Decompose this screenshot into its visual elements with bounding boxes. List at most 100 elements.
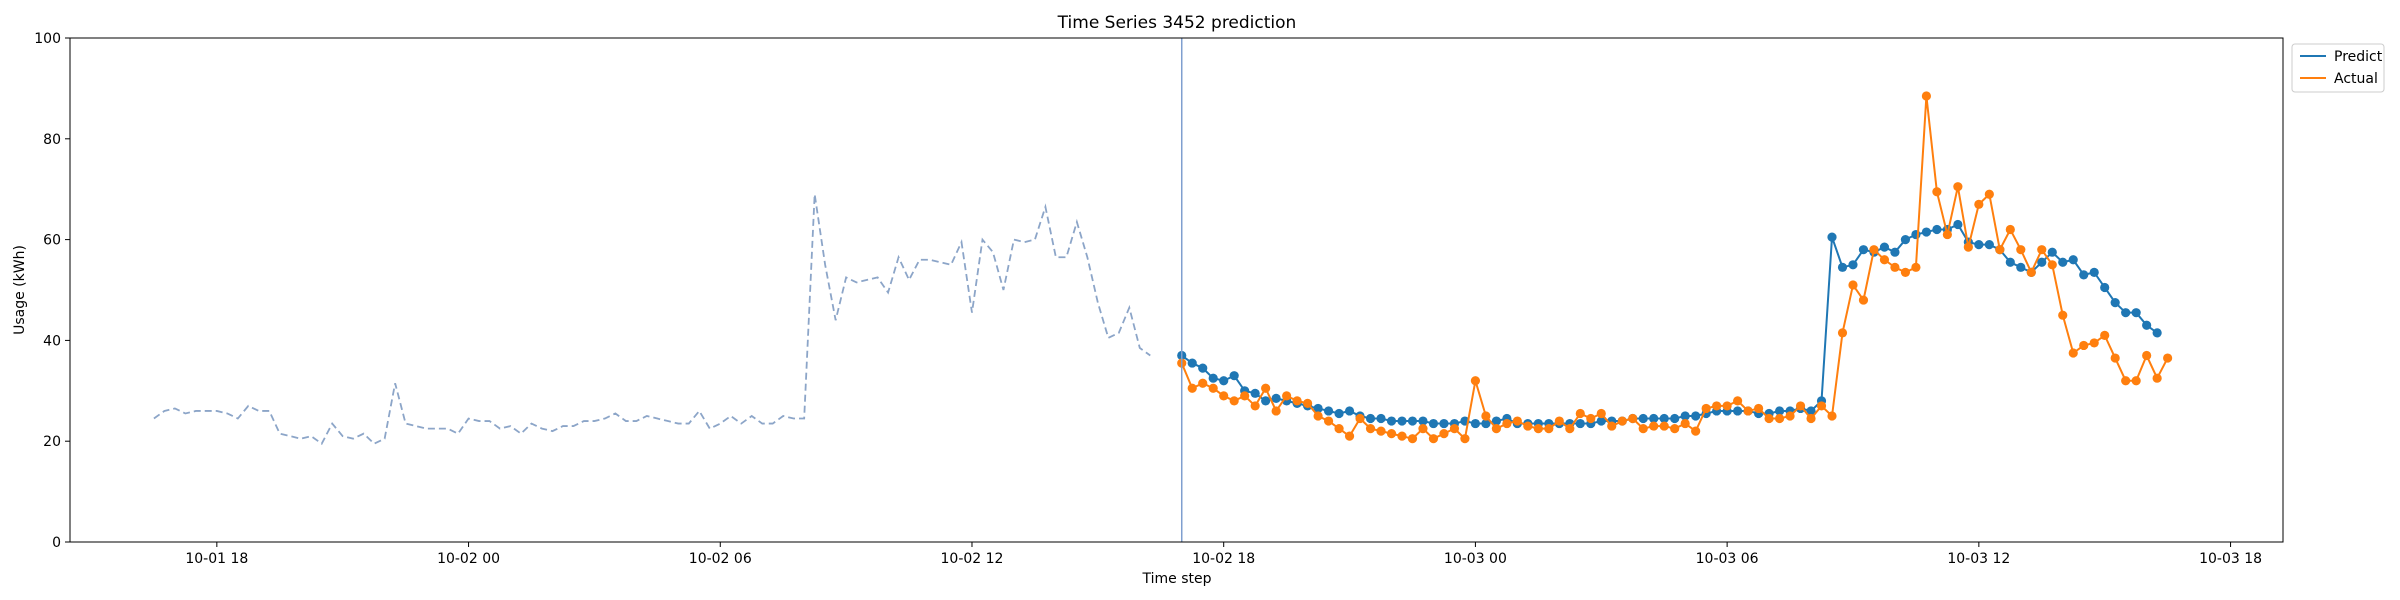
point-actual — [1303, 398, 1313, 408]
x-tick-label: 10-02 18 — [1192, 551, 1255, 567]
chart-title: Time Series 3452 prediction — [1057, 13, 1297, 33]
point-actual — [1282, 391, 1292, 401]
point-actual — [1523, 421, 1533, 431]
point-actual — [1586, 413, 1596, 424]
legend-label-predict: Predict — [2334, 49, 2383, 65]
point-actual — [1879, 255, 1890, 265]
point-actual — [1764, 413, 1774, 424]
point-actual — [1470, 376, 1481, 386]
point-predict — [1491, 416, 1501, 426]
point-predict — [1365, 413, 1376, 424]
point-actual — [1491, 424, 1501, 434]
point-actual — [1219, 391, 1229, 401]
point-predict — [2131, 308, 2141, 318]
point-actual — [1921, 91, 1931, 101]
legend-label-actual: Actual — [2334, 71, 2378, 87]
point-actual — [1869, 245, 1879, 255]
point-predict — [1638, 413, 1648, 424]
point-predict — [1575, 418, 1585, 429]
point-actual — [1659, 421, 1669, 431]
point-predict — [1439, 418, 1449, 429]
point-actual — [2047, 260, 2057, 270]
point-predict — [1733, 406, 1743, 416]
point-actual — [1376, 426, 1386, 436]
y-tick-label: 40 — [43, 333, 61, 349]
point-actual — [1481, 411, 1491, 421]
point-actual — [2016, 245, 2026, 255]
point-predict — [1250, 388, 1260, 398]
point-predict — [1344, 406, 1355, 416]
point-predict — [1596, 416, 1606, 426]
point-predict — [1397, 416, 1407, 426]
plot-frame — [69, 37, 2284, 543]
point-predict — [1932, 224, 1942, 235]
point-actual — [1449, 424, 1460, 434]
point-actual — [2037, 245, 2047, 255]
point-predict — [1407, 416, 1418, 426]
legend: Predict Actual — [2291, 43, 2385, 93]
point-predict — [1900, 235, 1911, 245]
point-actual — [2100, 330, 2110, 340]
point-actual — [1250, 401, 1260, 411]
point-predict — [1323, 406, 1334, 416]
point-actual — [1229, 396, 1239, 406]
point-predict — [2016, 262, 2026, 272]
series-line-predict — [1181, 223, 2158, 425]
point-actual — [1984, 189, 1994, 199]
point-predict — [1911, 229, 1921, 240]
point-predict — [1827, 232, 1837, 242]
point-actual — [1323, 416, 1334, 426]
point-actual — [1785, 411, 1795, 421]
point-actual — [1397, 431, 1407, 441]
point-actual — [1953, 182, 1963, 192]
point-actual — [1512, 416, 1522, 426]
x-tick-label: 10-02 06 — [689, 551, 752, 567]
point-actual — [1712, 401, 1722, 411]
point-predict — [1219, 376, 1229, 386]
point-actual — [1407, 434, 1418, 444]
point-predict — [2142, 320, 2152, 330]
point-actual — [1911, 262, 1921, 272]
point-actual — [1617, 416, 1627, 426]
point-actual — [1334, 424, 1344, 434]
point-actual — [1722, 401, 1732, 411]
point-actual — [1774, 413, 1785, 424]
point-actual — [2121, 376, 2131, 386]
point-predict — [1649, 413, 1659, 424]
point-actual — [1701, 403, 1711, 414]
point-actual — [1355, 413, 1365, 424]
point-actual — [1596, 408, 1606, 419]
point-predict — [1313, 403, 1323, 414]
point-actual — [1827, 411, 1837, 421]
y-tick-label: 60 — [43, 233, 61, 249]
series-actual — [1177, 91, 2173, 444]
point-actual — [1858, 295, 1869, 305]
y-axis-label: Usage (kWh) — [12, 245, 28, 335]
point-actual — [1963, 242, 1973, 252]
point-predict — [2089, 267, 2099, 277]
point-predict — [1208, 373, 1218, 383]
x-axis-label: Time step — [1142, 571, 1212, 587]
point-predict — [1659, 413, 1669, 424]
point-actual — [2089, 338, 2099, 348]
point-actual — [1890, 262, 1900, 272]
y-tick-label: 80 — [43, 132, 61, 148]
point-actual — [1565, 424, 1575, 434]
point-actual — [1733, 396, 1743, 406]
point-predict — [2005, 257, 2015, 267]
point-actual — [1460, 434, 1470, 444]
point-actual — [1942, 229, 1952, 240]
point-actual — [2058, 310, 2068, 320]
point-predict — [1879, 242, 1890, 252]
point-predict — [1691, 411, 1701, 421]
point-actual — [1670, 424, 1680, 434]
point-actual — [1900, 267, 1911, 277]
point-actual — [1795, 401, 1806, 411]
point-predict — [2110, 298, 2120, 308]
point-predict — [1953, 219, 1963, 230]
point-actual — [1439, 429, 1449, 439]
point-actual — [2110, 353, 2120, 363]
point-actual — [1271, 406, 1281, 416]
point-predict — [1334, 408, 1344, 419]
